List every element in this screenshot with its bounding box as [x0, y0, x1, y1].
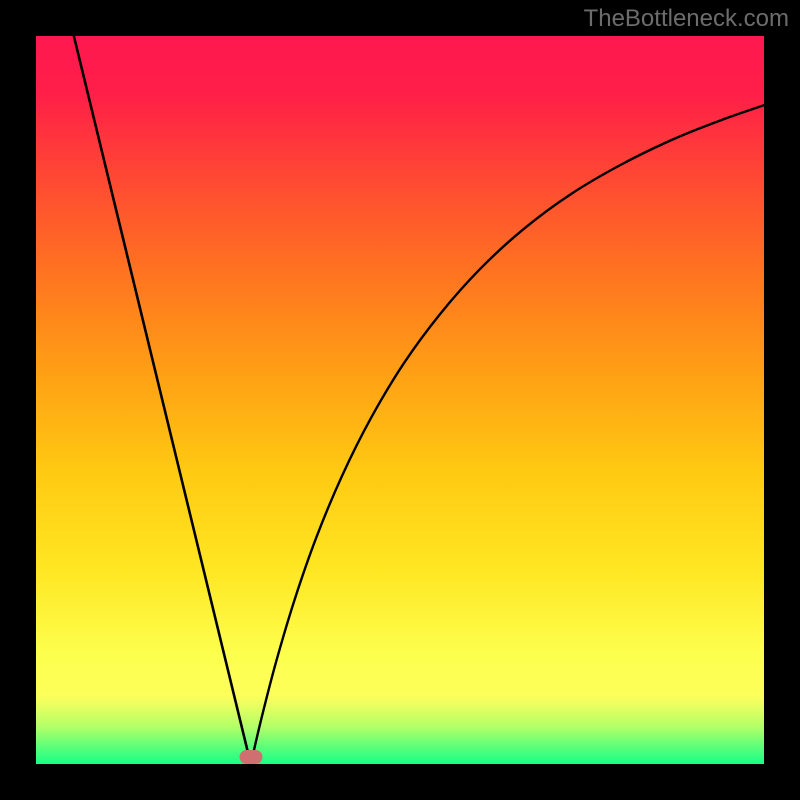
bottleneck-chart [36, 36, 764, 764]
watermark-text: TheBottleneck.com [584, 5, 789, 33]
gradient-background [36, 36, 764, 764]
valley-marker [239, 750, 262, 764]
valley-marker-pill [239, 750, 262, 764]
outer-black-frame [0, 0, 800, 800]
